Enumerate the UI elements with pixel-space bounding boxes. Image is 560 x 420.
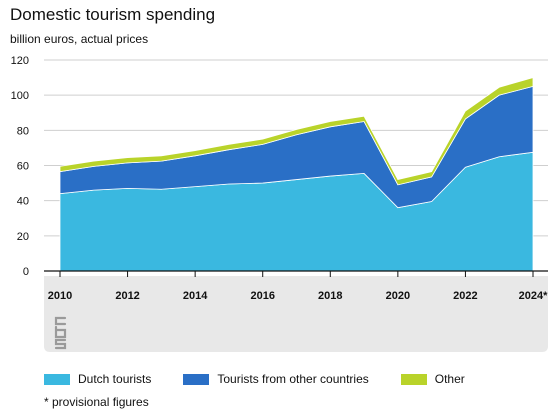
y-tick-label: 60 <box>17 161 29 173</box>
legend-label-foreign: Tourists from other countries <box>217 372 369 386</box>
footnote: * provisional figures <box>44 395 149 409</box>
y-tick-label: 100 <box>11 90 29 102</box>
x-axis-band <box>44 276 548 352</box>
x-tick-label: 2018 <box>318 290 342 302</box>
legend-item-other: Other <box>400 372 465 386</box>
chart-subtitle: billion euros, actual prices <box>10 32 149 46</box>
y-tick-label: 20 <box>17 231 29 243</box>
x-tick-label: 2014 <box>183 290 208 302</box>
y-tick-label: 0 <box>23 266 29 278</box>
x-tick-label: 2016 <box>250 290 274 302</box>
legend-swatch-dutch <box>44 373 70 385</box>
legend-item-foreign: Tourists from other countries <box>183 372 369 386</box>
x-tick-label: 2010 <box>48 290 72 302</box>
x-tick-label: 2022 <box>453 290 477 302</box>
legend: Dutch tourists Tourists from other count… <box>44 372 497 386</box>
area-other <box>59 77 534 186</box>
legend-label-dutch: Dutch tourists <box>78 372 152 386</box>
y-tick-label: 120 <box>11 55 29 67</box>
cbs-logo-icon <box>54 316 67 350</box>
legend-label-other: Other <box>434 372 465 386</box>
y-tick-label: 40 <box>17 196 29 208</box>
legend-swatch-other <box>400 373 427 385</box>
legend-swatch-foreign <box>183 373 210 385</box>
x-tick-label: 2024* <box>519 290 548 302</box>
x-tick-label: 2020 <box>386 290 410 302</box>
x-tick-label: 2012 <box>115 290 139 302</box>
y-tick-label: 80 <box>17 125 29 137</box>
legend-item-dutch: Dutch tourists <box>44 372 151 386</box>
chart-title: Domestic tourism spending <box>10 5 216 24</box>
